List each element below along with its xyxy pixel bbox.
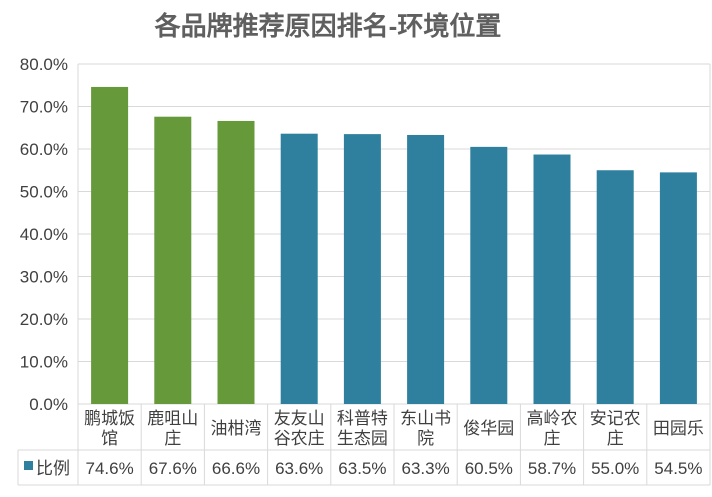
data-value-label: 67.6% [149,459,197,478]
data-value-label: 74.6% [85,459,133,478]
legend-series-name: 比例 [36,459,70,478]
category-label: 东山书院 [400,409,451,448]
bar [154,116,192,404]
bar [91,86,129,404]
bar [407,134,445,404]
bar [280,133,318,404]
y-axis-ticks: 0.0% 10.0% 20.0% 30.0% 40.0% 50.0% 60.0% 70.0% 8… [20,55,68,414]
category-label: 鹏城饭馆 [84,409,135,448]
data-value-label: 63.6% [275,459,323,478]
category-label: 鹿咀山庄 [147,409,198,448]
category-label: 安记农庄 [590,409,641,448]
y-tick-label: 10.0% [20,353,68,372]
category-label: 友友山谷农庄 [274,409,325,448]
data-table: 鹏城饭馆鹿咀山庄油柑湾友友山谷农庄科普特生态园东山书院俊华园高岭农庄安记农庄田园… [17,64,711,486]
category-label: 田园乐 [653,419,704,438]
y-tick-label: 80.0% [20,55,68,74]
y-tick-label: 50.0% [20,183,68,202]
bar [659,172,697,404]
bar [596,170,634,404]
bar [470,146,508,404]
category-label: 高岭农庄 [527,409,578,448]
bars [91,86,697,404]
y-tick-label: 60.0% [20,140,68,159]
data-value-label: 58.7% [528,459,576,478]
data-value-label: 54.5% [654,459,702,478]
data-value-label: 63.5% [338,459,386,478]
category-label: 油柑湾 [211,419,262,438]
y-tick-label: 70.0% [20,98,68,117]
y-tick-label: 0.0% [29,395,68,414]
chart-title: 各品牌推荐原因排名-环境位置 [154,11,502,41]
data-value-label: 60.5% [465,459,513,478]
bar [533,154,571,404]
data-value-label: 55.0% [591,459,639,478]
category-label: 俊华园 [463,419,514,438]
data-value-label: 66.6% [212,459,260,478]
y-tick-label: 20.0% [20,310,68,329]
y-tick-label: 30.0% [20,268,68,287]
bar [343,134,381,404]
y-tick-label: 40.0% [20,225,68,244]
category-label: 科普特生态园 [337,409,388,448]
data-value-label: 63.3% [401,459,449,478]
bar [217,120,255,404]
legend-key [24,461,33,470]
